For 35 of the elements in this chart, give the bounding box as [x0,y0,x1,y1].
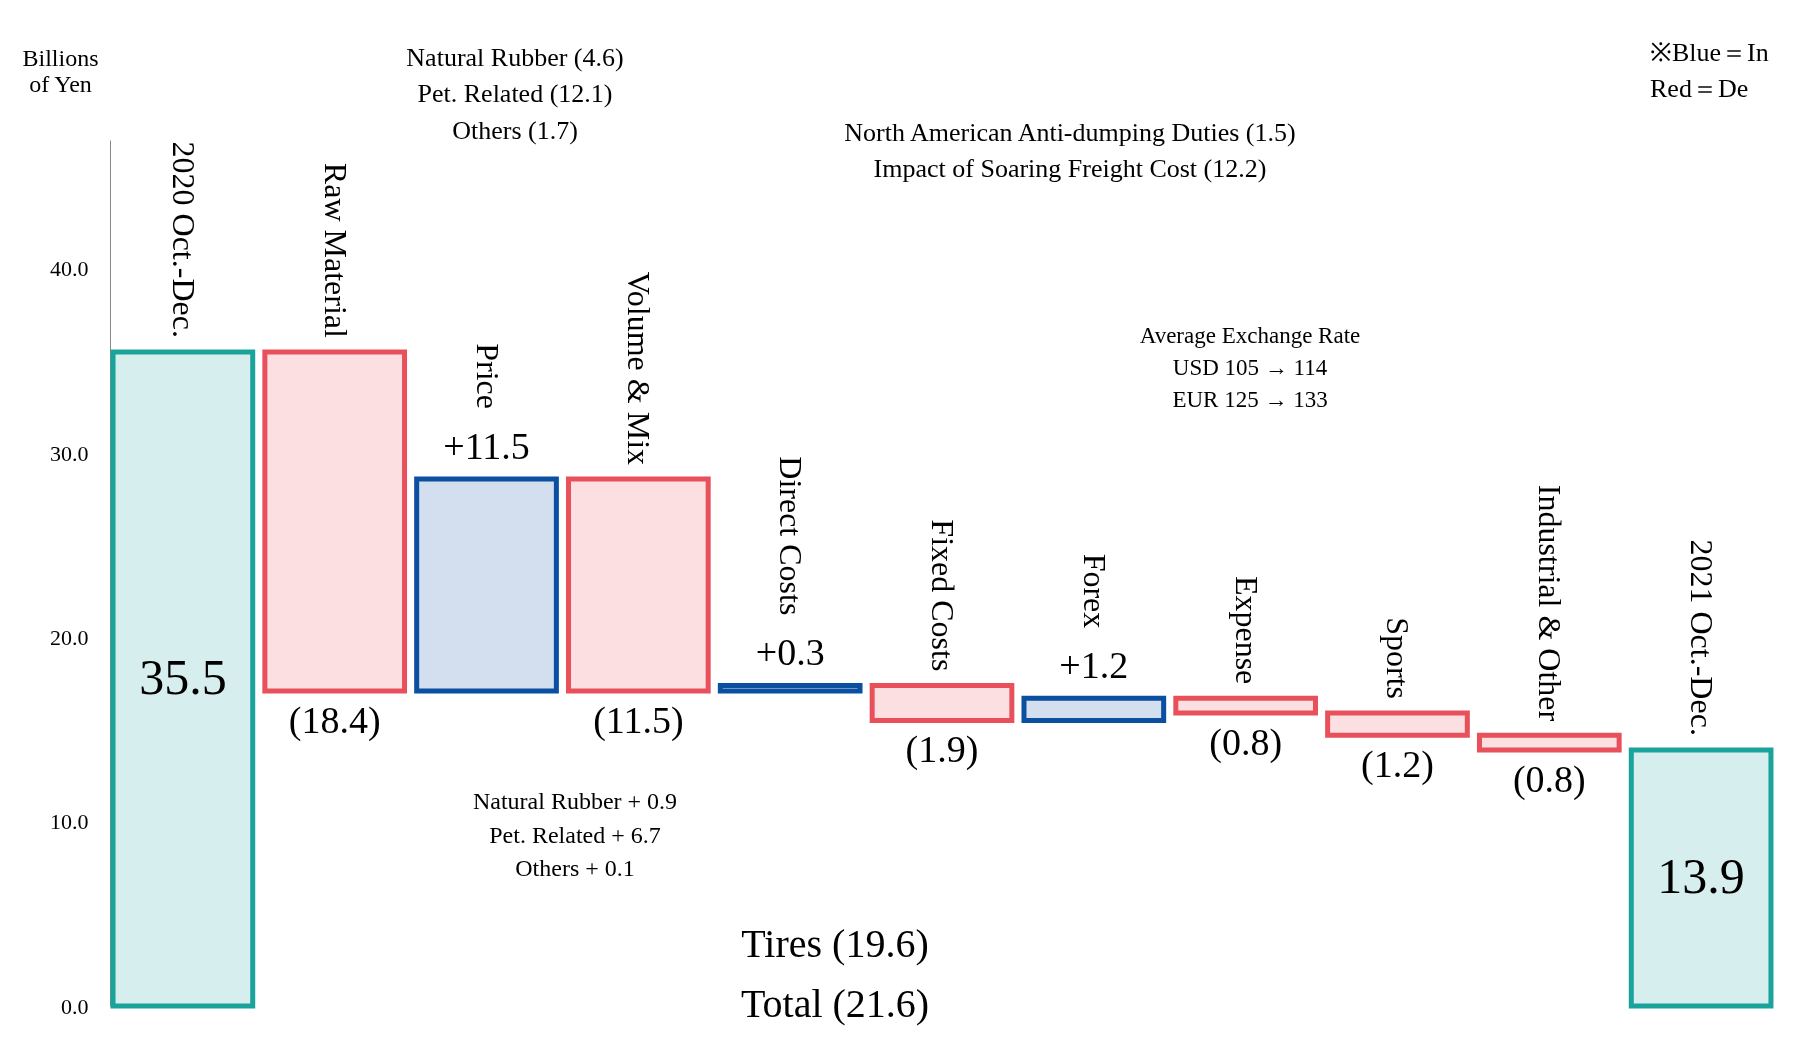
y-tick-label: 20.0 [50,624,89,650]
x-tick-label: 2021 Oct.-Dec. [1684,539,1721,736]
annotation: Tires (19.6) [741,921,929,966]
annotation: North American Anti-dumping Duties (1.5) Impact of Soaring Freight Cost (12.2) [844,118,1296,184]
y-tick-label: 10.0 [50,809,89,835]
data-label: (1.2) [1361,743,1434,787]
x-tick-label: Sports [1380,617,1417,700]
data-label: (1.9) [905,728,979,772]
x-tick-label: Price [469,343,506,410]
text: ※Blue＝In Red＝De [1650,38,1769,104]
data-label: 35.5 [139,648,227,705]
data-label: (0.8) [1512,757,1586,801]
annotation: Average Exchange Rate USD 105 → 114 EUR 125 → 133 [1139,323,1361,413]
data-label: +1.2 [1059,644,1129,687]
annotation: Total (21.6) [740,981,930,1026]
x-tick-label: Expense [1228,575,1265,685]
data-label: (18.4) [288,698,381,742]
x-tick-label: Volume & Mix [621,271,658,466]
x-tick-label: Industrial & Other [1532,484,1569,722]
x-tick-label: Forex [1076,553,1113,629]
data-label: +11.5 [443,425,530,468]
data-label: (0.8) [1209,721,1283,765]
x-tick-label: Raw Material [317,162,354,338]
annotation: Natural Rubber (4.6) Pet. Related (12.1) Others (1.7) [406,43,624,145]
data-label: (11.5) [593,698,684,742]
data-label: +0.3 [755,631,825,674]
data-label: 13.9 [1657,847,1745,904]
y-tick-label: 0.0 [61,993,89,1019]
x-tick-label: 2020 Oct.-Dec. [165,141,202,338]
y-tick-label: 40.0 [50,256,89,282]
annotation: Natural Rubber + 0.9 Pet. Related + 6.7 Others + 0.1 [472,788,678,882]
x-tick-label: Direct Costs [773,456,810,616]
y-tick-label: 30.0 [50,440,89,466]
y-axis-title: Billions of Yen [22,44,99,97]
x-tick-label: Fixed Costs [925,519,961,672]
